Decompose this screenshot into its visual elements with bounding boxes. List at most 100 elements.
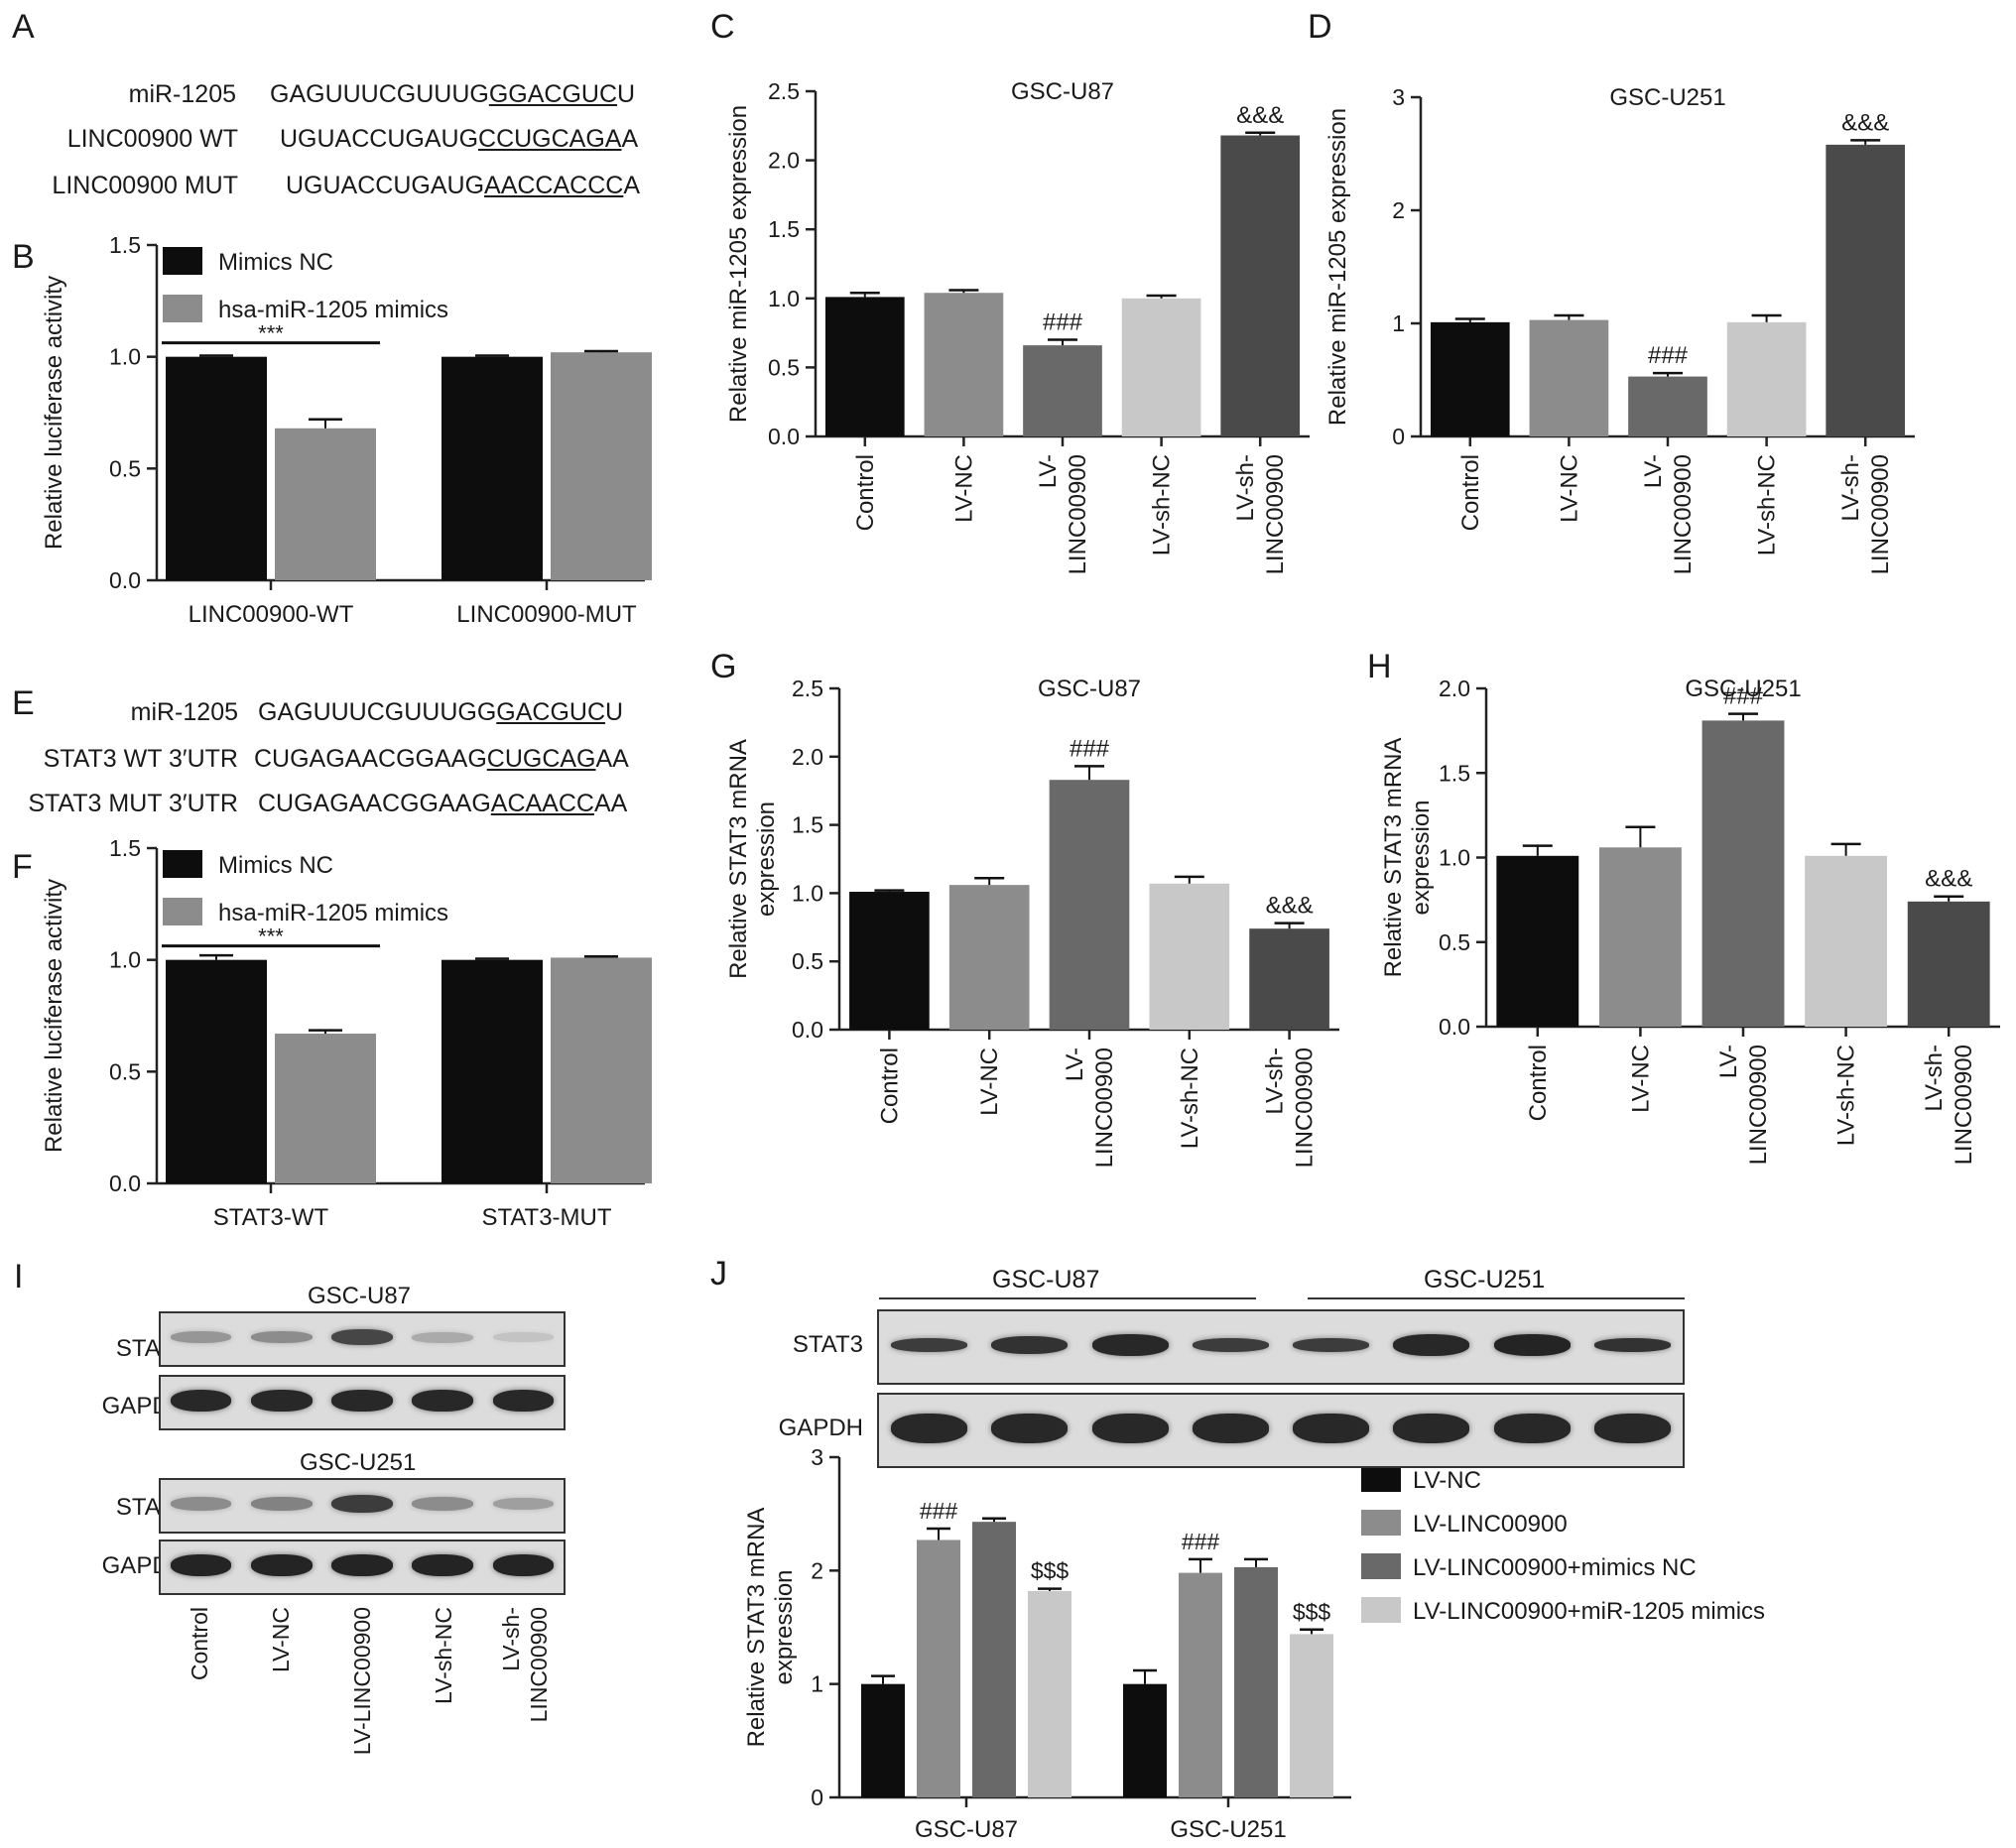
legend-label: LV-LINC00900+miR-1205 mimics <box>1413 1598 1765 1625</box>
bar-annotation: ### <box>1070 735 1110 762</box>
y-axis-label: expression <box>1408 800 1435 915</box>
x-tick-label: Control <box>1457 454 1484 531</box>
seq-pre: CUGAGAACGGAAG <box>258 790 491 817</box>
bar <box>861 1683 905 1797</box>
bar <box>1179 1572 1222 1797</box>
blot-title-u251: GSC-U251 <box>300 1449 417 1476</box>
y-tick-label: 1.0 <box>768 286 800 311</box>
seq-pre: UGUACCUGAUG <box>280 125 479 153</box>
blot-band <box>492 1390 555 1412</box>
blot-band <box>170 1497 232 1511</box>
bar <box>849 892 930 1030</box>
bar <box>166 356 267 580</box>
blot-band <box>250 1390 313 1412</box>
blot-band <box>1192 1414 1269 1443</box>
bar-annotation: &&& <box>1266 893 1314 920</box>
bar <box>1028 1590 1071 1797</box>
seq-name: LINC00900 MUT <box>52 172 238 199</box>
y-tick-label: 1.5 <box>768 216 800 242</box>
y-axis-label: Relative STAT3 mRNA <box>743 1508 770 1748</box>
blot-band <box>991 1414 1069 1443</box>
seq-text: CUGAGAACGGAAGCUGCAGAA <box>254 744 629 774</box>
seq-text: GAGUUUCGUUUGGGACGUCU <box>258 697 623 727</box>
x-tick-label: LV-NC <box>1556 454 1582 523</box>
x-tick-label: LV-NC <box>1627 1045 1654 1113</box>
seq-post: AA <box>593 790 628 817</box>
group-line <box>1308 1297 1685 1299</box>
x-tick-label: LV-NC <box>950 454 977 523</box>
seq-site: GGACGUC <box>488 80 618 108</box>
panel-label-j: J <box>710 1255 727 1293</box>
legend-swatch <box>1361 1510 1401 1536</box>
blot-group-label: GSC-U87 <box>992 1266 1100 1294</box>
x-tick-label: LV-sh-NC <box>1833 1045 1860 1146</box>
bar <box>1496 855 1579 1027</box>
seq-name: STAT3 WT 3′UTR <box>43 745 238 773</box>
bar <box>1023 345 1102 436</box>
legend-label: LV-LINC00900+mimics NC <box>1413 1554 1697 1581</box>
legend-label: LV-LINC00900 <box>1413 1511 1568 1538</box>
y-tick-label: 0.0 <box>768 424 800 449</box>
y-tick-label: 1 <box>1392 310 1405 336</box>
bar <box>1220 135 1301 436</box>
seq-name: LINC00900 WT <box>66 125 238 153</box>
y-tick-label: 3 <box>1392 84 1405 110</box>
x-tick-label: LINC00900 <box>1262 454 1289 574</box>
legend-swatch <box>1361 1553 1401 1579</box>
legend-label: hsa-miR-1205 mimics <box>218 297 448 323</box>
blot-row-label: STAT3 <box>792 1331 863 1358</box>
panel-label-d: D <box>1308 8 1332 46</box>
blot-gapdh-u87 <box>159 1375 566 1430</box>
y-tick-label: 0 <box>811 1785 823 1810</box>
chart-title: GSC-U251 <box>1685 676 1801 702</box>
blot-band <box>991 1336 1069 1354</box>
x-tick-label: Control <box>1525 1045 1552 1121</box>
seq-pre: GAGUUUCGUUUG <box>270 80 489 108</box>
x-tick-label: LV- <box>1062 1047 1088 1081</box>
y-tick-label: 0.0 <box>109 1170 141 1196</box>
bar <box>1907 901 1990 1027</box>
blot-band <box>1293 1338 1370 1352</box>
panel-label-c: C <box>710 8 735 46</box>
y-axis-label: expression <box>753 801 780 917</box>
blot-band <box>412 1497 474 1511</box>
blot-band <box>1593 1414 1671 1443</box>
blot-title-u87: GSC-U87 <box>308 1283 412 1309</box>
y-axis-label: Relative STAT3 mRNA <box>725 739 752 979</box>
x-tick-label: LINC00900 <box>1065 454 1091 574</box>
bar <box>551 957 652 1183</box>
blot-band <box>170 1331 232 1343</box>
bar <box>1249 928 1329 1030</box>
x-tick-label: LV-sh-NC <box>1149 454 1176 555</box>
bar <box>551 352 652 580</box>
bar <box>166 959 267 1183</box>
y-tick-label: 0.5 <box>768 354 800 380</box>
panel-label-g: G <box>710 648 737 685</box>
blot-group-label: GSC-U251 <box>1424 1266 1546 1294</box>
y-tick-label: 0.5 <box>109 1058 141 1084</box>
legend-swatch <box>163 850 202 878</box>
panel-label-f: F <box>12 848 33 886</box>
y-tick-label: 0.5 <box>1439 929 1470 955</box>
y-tick-label: 2.0 <box>1439 676 1470 701</box>
x-tick-label: STAT3-MUT <box>481 1204 611 1231</box>
x-tick-label: LV- <box>1640 454 1667 488</box>
x-tick-label: LINC00900 <box>1745 1045 1772 1165</box>
bar <box>1123 1683 1167 1797</box>
bar <box>917 1540 960 1797</box>
x-tick-label: LV- <box>1035 454 1062 488</box>
x-tick-label: GSC-U251 <box>1170 1816 1286 1843</box>
bar <box>1628 376 1707 436</box>
bar-annotation: &&& <box>1841 109 1889 136</box>
blot-band <box>891 1338 968 1352</box>
y-tick-label: 1.5 <box>792 812 823 838</box>
y-tick-label: 1.0 <box>792 880 823 906</box>
blot-gapdh-j <box>877 1393 1685 1468</box>
seq-post: U <box>605 698 624 726</box>
y-tick-label: 0.5 <box>109 455 141 481</box>
bar <box>275 1034 376 1183</box>
seq-name: miR-1205 <box>128 80 236 108</box>
legend-swatch <box>1361 1597 1401 1623</box>
bar <box>972 1522 1016 1797</box>
